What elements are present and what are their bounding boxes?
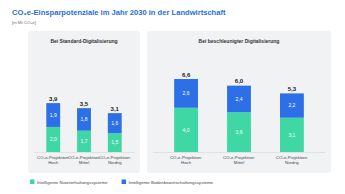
data-label: 2,0: [50, 136, 57, 142]
bars: [46, 103, 121, 152]
panel-background: [28, 31, 140, 173]
bar-segment: [46, 103, 60, 127]
bar-segment: [174, 108, 198, 152]
data-label: 3,1: [288, 132, 295, 138]
chart: CO₂e-Einsparpotenziale im Jahr 2030 in d…: [0, 0, 345, 194]
bar-segment: [280, 93, 304, 117]
total-label: 3,9: [49, 96, 58, 102]
data-label: 1,5: [111, 139, 118, 145]
x-axis: CO₂e-Projektion:Hoch CO₂e-Projektion:Mitt…: [154, 152, 326, 165]
total-label: 3,1: [111, 106, 120, 112]
legend-item: Intelligente Nutztierhaltungssysteme: [30, 180, 108, 185]
legend-label: Intelligente Bodenbewirtschaftungssystem…: [129, 180, 214, 185]
tick: CO₂e-Projektion:Mittel: [223, 152, 255, 165]
tick-label: CO₂e-Projektion:Hoch: [170, 155, 202, 165]
data-label: 1,8: [81, 116, 88, 122]
panel-background: [147, 31, 331, 173]
bar-segment: [108, 113, 122, 133]
tick: CO₂e-Projektion:Niedrig: [99, 152, 131, 165]
tick-label: CO₂e-Projektion:Niedrig: [99, 155, 131, 165]
panel: Bei beschleunigter Digitalisierung 4,0 3,6…: [147, 31, 331, 173]
legend-swatch: [30, 180, 35, 185]
x-axis: CO₂e-Projektion:HochCO₂e-Projektion:Mitt…: [35, 152, 135, 165]
bar-segment: [227, 112, 251, 152]
title: CO₂e-Einsparpotenziale im Jahr 2030 in d…: [12, 8, 226, 17]
bar-segment: [108, 133, 122, 152]
axis-line: [154, 152, 326, 153]
tick-label: CO₂e-Projektion:Mittel: [223, 155, 255, 165]
tick-label: CO₂e-Projektion:Hoch: [37, 155, 69, 165]
subtitle: [in Mt CO₂e]: [12, 20, 36, 25]
legend-swatch: [122, 180, 127, 185]
bar-segment: [77, 108, 91, 131]
data-label: 2,2: [288, 102, 295, 108]
data-label: 2,4: [236, 96, 243, 102]
axis-line: [35, 152, 135, 153]
data-label: 3,6: [236, 129, 243, 135]
legend-item: Intelligente Bodenbewirtschaftungssystem…: [122, 180, 214, 185]
panel-title: Bei beschleunigter Digitalisierung: [199, 38, 280, 44]
bar-segment: [280, 118, 304, 152]
tick-label: CO₂e-Projektion:Niedrig: [276, 155, 308, 165]
panel: Bei Standard-Digitalisierung 2,0 1,7 1,5 1,9…: [28, 31, 140, 173]
data-labels: 4,0 3,6 3,1 2,6 2,4 2,2 6,6 6,0 5,3: [182, 72, 297, 138]
data-label: 1,6: [111, 120, 118, 126]
total-label: 3,5: [80, 101, 89, 107]
bar-segment: [46, 127, 60, 152]
tick: CO₂e-Projektion:Hoch: [170, 152, 202, 165]
data-label: 1,9: [50, 112, 57, 118]
data-label: 2,6: [183, 90, 190, 96]
legend: Intelligente Nutztierhaltungssysteme Inte…: [30, 180, 214, 185]
bar-segment: [227, 86, 251, 113]
total-label: 6,6: [182, 72, 191, 78]
total-label: 6,0: [235, 78, 244, 84]
bar-segment: [77, 131, 91, 152]
bars: [174, 79, 304, 152]
panel-title: Bei Standard-Digitalisierung: [50, 38, 117, 44]
tick: CO₂e-Projektion:Hoch: [37, 152, 69, 165]
legend-label: Intelligente Nutztierhaltungssysteme: [37, 180, 108, 185]
data-labels: 2,0 1,7 1,5 1,9 1,8 1,6 3,9 3,5 3,1: [49, 96, 120, 146]
tick: CO₂e-Projektion:Niedrig: [276, 152, 308, 165]
tick: CO₂e-Projektion:Mittel: [68, 152, 100, 165]
tick-label: CO₂e-Projektion:Mittel: [68, 155, 100, 165]
data-label: 4,0: [183, 127, 190, 133]
total-label: 5,3: [288, 86, 297, 92]
bar-segment: [174, 79, 198, 108]
data-label: 1,7: [81, 138, 88, 144]
